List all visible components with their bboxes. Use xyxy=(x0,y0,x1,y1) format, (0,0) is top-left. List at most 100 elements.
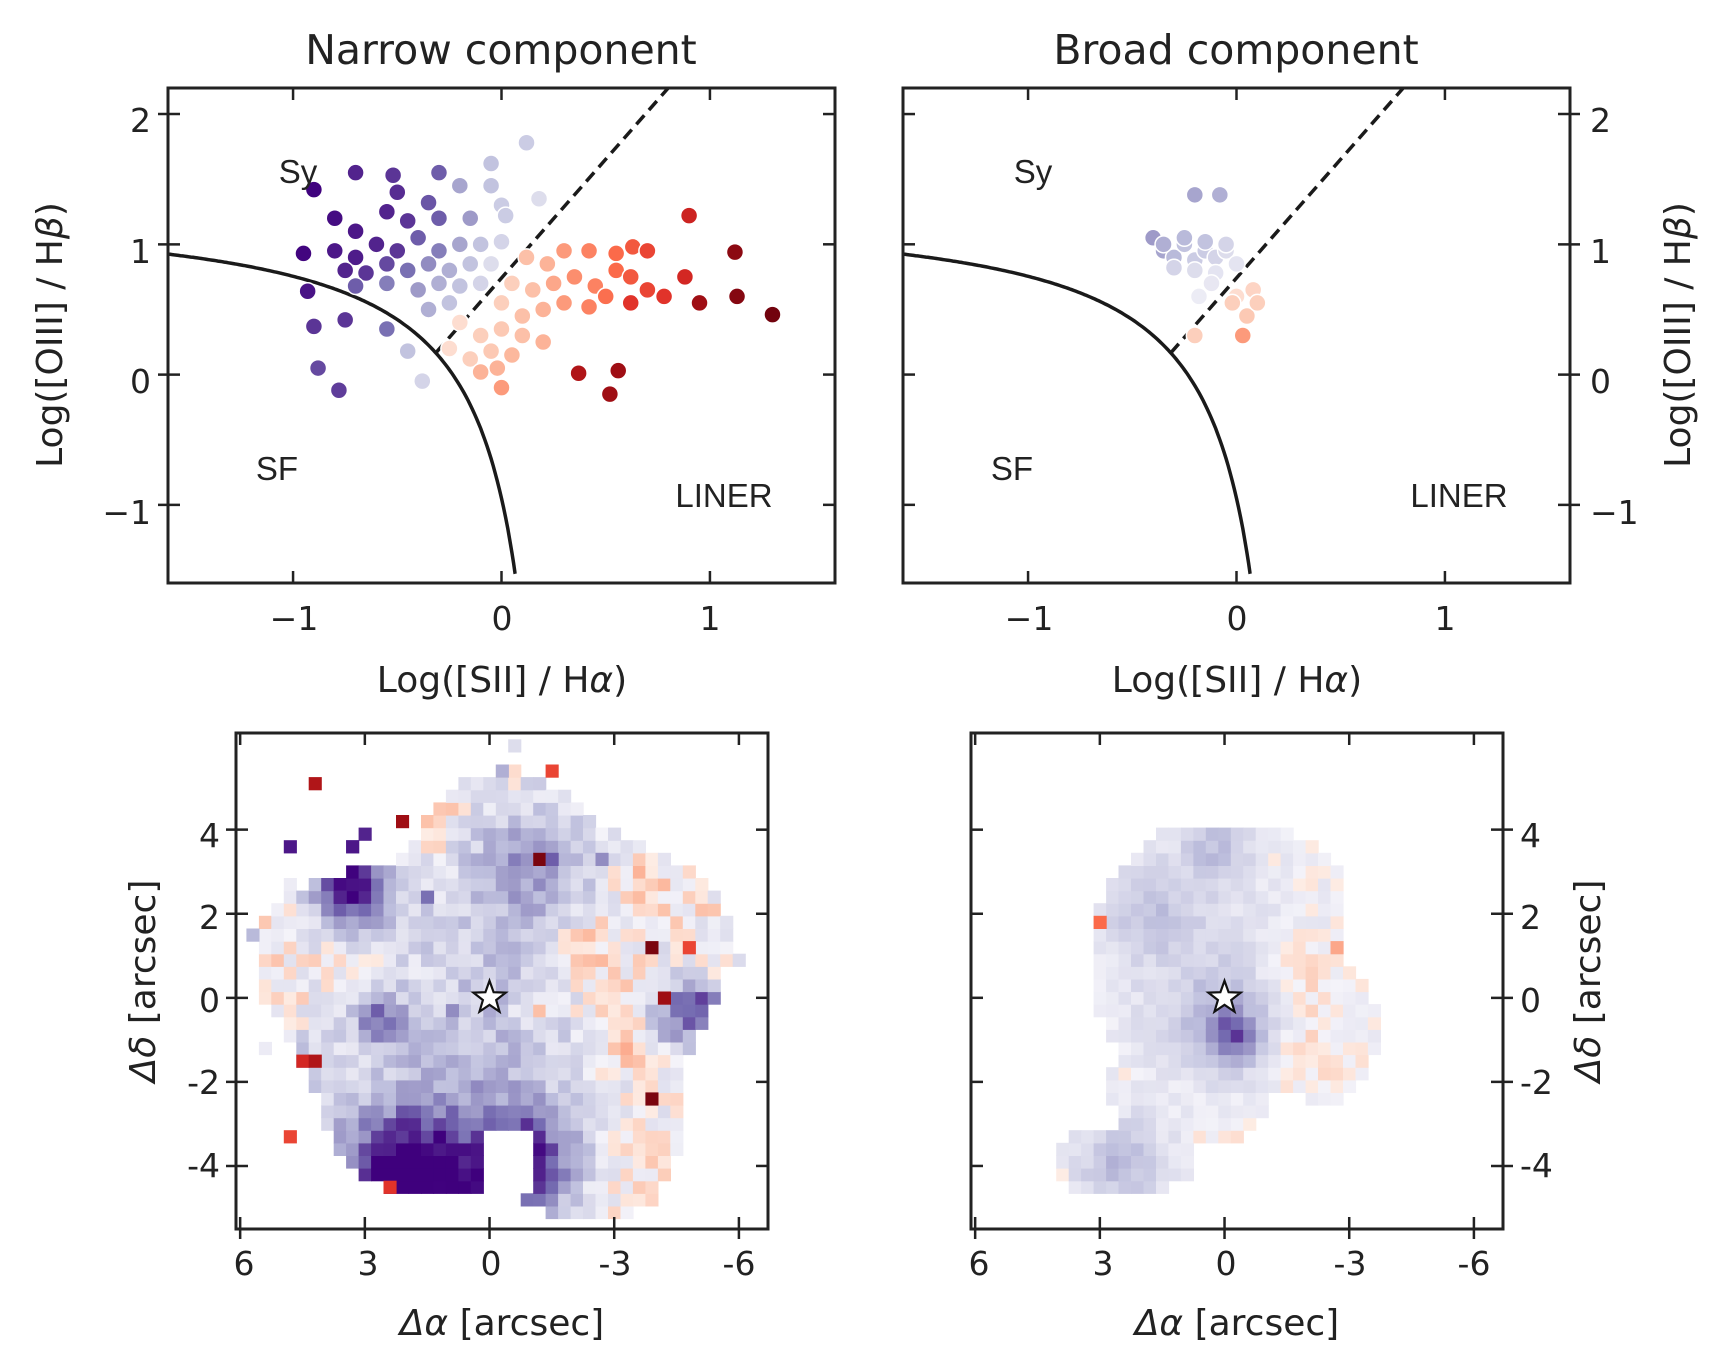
map-pixel xyxy=(632,865,646,879)
map-pixel xyxy=(508,1092,522,1106)
map-pixel xyxy=(558,840,572,854)
map-pixel xyxy=(1168,865,1182,879)
map-pixel xyxy=(595,1105,609,1119)
map-pixel xyxy=(1355,1041,1369,1056)
map-pixel xyxy=(371,991,385,1005)
map-pixel xyxy=(1293,1004,1307,1018)
map-pixel xyxy=(583,840,597,854)
map-pixel xyxy=(433,1117,447,1131)
data-point xyxy=(654,287,674,306)
data-point xyxy=(496,206,515,225)
map-pixel xyxy=(396,1079,410,1093)
data-point xyxy=(579,297,599,317)
data-point xyxy=(679,206,699,225)
map-pixel xyxy=(433,827,447,841)
map-pixel xyxy=(1318,852,1332,866)
map-pixel xyxy=(583,815,597,829)
map-pixel xyxy=(495,1067,509,1081)
data-point xyxy=(294,244,313,263)
map-pixel xyxy=(1193,878,1207,892)
map-pixel xyxy=(1131,1155,1145,1169)
y-tick-label: 0 xyxy=(130,362,151,401)
map-pixel xyxy=(1318,1054,1332,1068)
map-pixel xyxy=(558,928,572,942)
map-pixel xyxy=(595,978,609,993)
map-pixel xyxy=(707,978,721,993)
map-pixel xyxy=(570,1041,584,1056)
map-pixel xyxy=(1168,1067,1182,1081)
map-pixel xyxy=(657,1142,671,1156)
map-pixel xyxy=(1355,1054,1369,1068)
map-pixel xyxy=(421,1180,435,1194)
map-pixel xyxy=(1293,1029,1307,1043)
map-pixel xyxy=(1218,1130,1232,1144)
map-pixel xyxy=(383,966,397,980)
map-pixel xyxy=(1168,890,1182,904)
map-pixel xyxy=(508,941,522,955)
map-pixel xyxy=(1118,865,1132,879)
map-pixel xyxy=(1305,1067,1319,1081)
map-pixel xyxy=(1330,1029,1344,1043)
map-pixel xyxy=(1106,1092,1120,1106)
map-pixel xyxy=(595,1130,609,1144)
map-pixel xyxy=(396,1092,410,1106)
map-pixel xyxy=(720,928,734,942)
map-pixel xyxy=(508,852,522,866)
map-pixel xyxy=(583,903,597,917)
map-pixel xyxy=(1118,941,1132,955)
map-pixel xyxy=(1305,878,1319,892)
map-pixel xyxy=(570,815,584,829)
map-pixel xyxy=(632,1016,646,1030)
map-pixel xyxy=(533,978,547,993)
map-pixel xyxy=(408,1142,422,1156)
map-pixel xyxy=(682,915,696,929)
map-pixel xyxy=(470,1180,484,1194)
map-pixel xyxy=(1156,1067,1170,1081)
map-pixel xyxy=(1156,1029,1170,1043)
map-pixel xyxy=(358,1130,372,1144)
map-pixel xyxy=(595,915,609,929)
map-pixel xyxy=(583,966,597,980)
map-pixel xyxy=(445,1041,459,1056)
map-pixel xyxy=(1156,1105,1170,1119)
map-pixel xyxy=(421,966,435,980)
map-pixel xyxy=(371,1092,385,1106)
map-pixel xyxy=(632,1155,646,1169)
map-pixel xyxy=(1218,953,1232,967)
map-pixel xyxy=(1243,840,1257,854)
map-pixel xyxy=(396,815,410,829)
map-pixel xyxy=(695,903,709,917)
map-pixel xyxy=(408,1016,422,1030)
map-pixel xyxy=(695,878,709,892)
scatter-points xyxy=(1143,185,1267,345)
map-pixel xyxy=(346,1029,360,1043)
map-pixel xyxy=(570,1092,584,1106)
map-pixel xyxy=(1131,852,1145,866)
map-pixel xyxy=(682,865,696,879)
map-pixel xyxy=(720,953,734,967)
map-pixel xyxy=(1180,953,1194,967)
map-pixel xyxy=(296,966,310,980)
data-point xyxy=(408,228,428,248)
map-pixel xyxy=(1305,978,1319,993)
map-pixel xyxy=(1318,991,1332,1005)
map-pixel xyxy=(1205,1054,1219,1068)
map-pixel xyxy=(670,966,684,980)
map-pixel xyxy=(1056,1155,1070,1169)
map-pixel xyxy=(1106,928,1120,942)
map-pixel xyxy=(1193,1130,1207,1144)
map-pixel xyxy=(1205,903,1219,917)
map-pixel xyxy=(458,1130,472,1144)
map-pixel xyxy=(445,1142,459,1156)
map-pixel xyxy=(358,991,372,1005)
map-pixel xyxy=(470,1067,484,1081)
map-pixel xyxy=(670,915,684,929)
map-pixel xyxy=(445,1067,459,1081)
map-pixel xyxy=(421,840,435,854)
map-pixel xyxy=(1318,928,1332,942)
map-pixel xyxy=(670,1016,684,1030)
x-tick-label: -3 xyxy=(1334,1244,1367,1283)
x-tick-label: −1 xyxy=(270,599,319,638)
map-pixel xyxy=(1218,1105,1232,1119)
map-pixel xyxy=(533,878,547,892)
